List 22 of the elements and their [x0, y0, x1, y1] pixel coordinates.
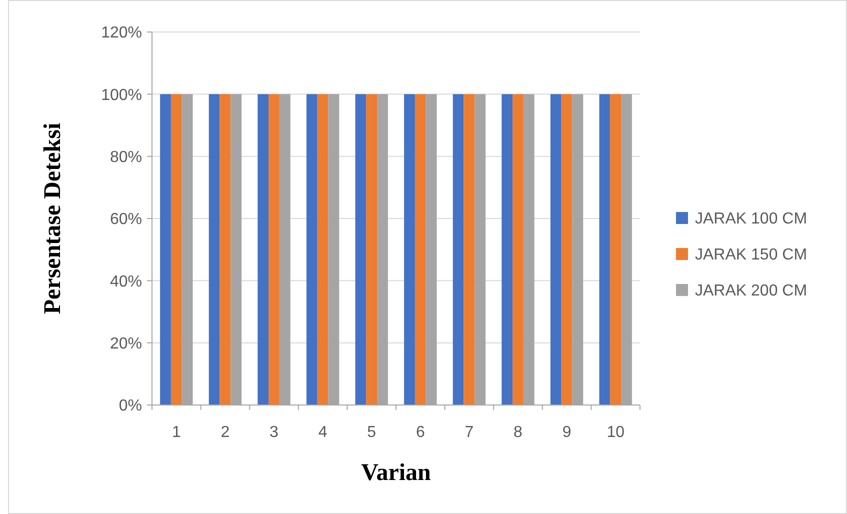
legend-label: JARAK 100 CM — [695, 210, 808, 228]
x-tick-label: 8 — [514, 424, 523, 441]
x-tick-label: 3 — [270, 424, 279, 441]
y-tick-label: 80% — [110, 148, 142, 166]
y-tick-label: 20% — [110, 335, 142, 352]
y-tick-label: 40% — [110, 273, 142, 290]
x-tick-label: 6 — [416, 424, 425, 441]
x-tick-label: 2 — [220, 424, 230, 441]
y-tick-label: 100% — [101, 86, 142, 104]
x-tick-label: 4 — [318, 424, 328, 441]
x-tick-label: 5 — [367, 424, 376, 441]
y-tick-label: 0% — [118, 398, 142, 415]
legend-label: JARAK 200 CM — [695, 282, 808, 300]
x-tick-label: 1 — [172, 424, 181, 441]
x-axis-title: Varian — [361, 460, 431, 486]
y-tick-label: 120% — [101, 24, 142, 42]
x-tick-label: 9 — [562, 424, 572, 441]
legend-label: JARAK 150 CM — [695, 246, 808, 264]
x-tick-label: 10 — [606, 424, 625, 441]
y-axis-title: Persentase Deteksi — [40, 122, 66, 314]
x-tick-label: 7 — [464, 424, 474, 441]
y-tick-label: 60% — [110, 211, 142, 228]
